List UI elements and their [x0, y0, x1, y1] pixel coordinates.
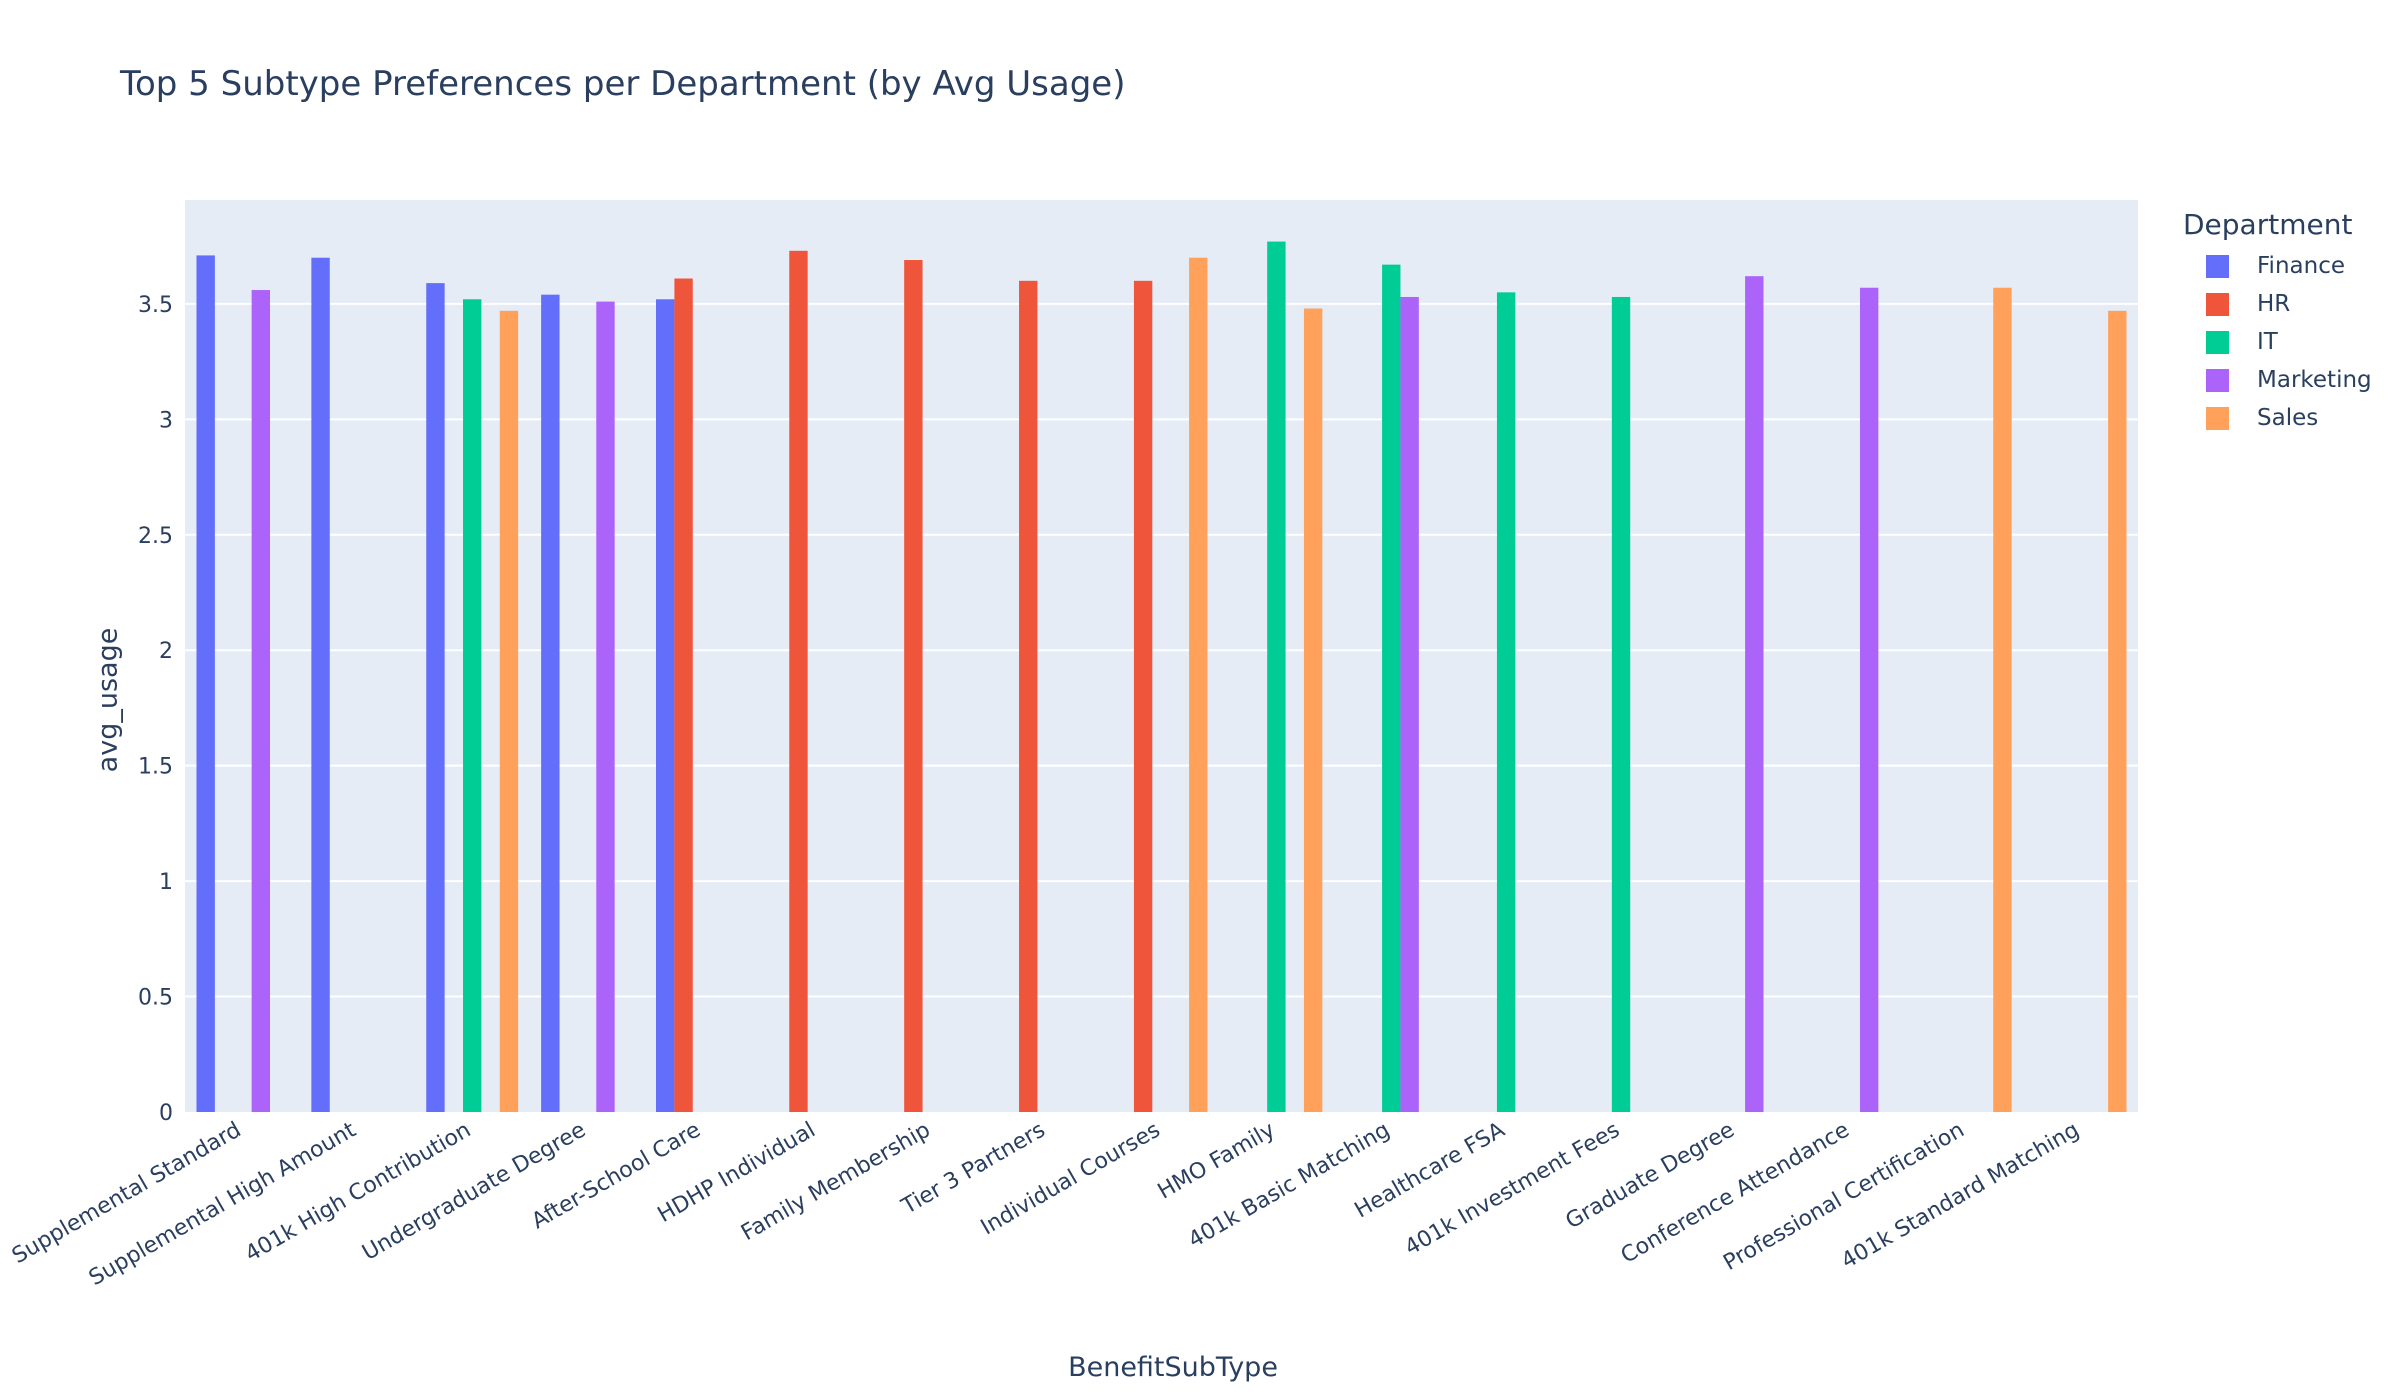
legend-item-hr[interactable]: HR: [2183, 285, 2372, 323]
bar-hr-5[interactable]: [789, 250, 808, 1113]
legend-label: Finance: [2257, 253, 2345, 279]
y-tick-label: 3.5: [138, 293, 173, 318]
bar-it-2[interactable]: [463, 299, 482, 1112]
bar-it-12[interactable]: [1611, 296, 1631, 1112]
bar-hr-7[interactable]: [1019, 280, 1038, 1112]
legend-title: Department: [2183, 208, 2353, 241]
legend: Department Finance HR IT Marketing Sales: [2183, 208, 2372, 437]
x-axis-title: BenefitSubType: [1068, 1352, 1278, 1383]
y-axis-title: avg_usage: [92, 627, 124, 773]
bar-finance-0[interactable]: [196, 255, 215, 1112]
y-tick-label: 2.5: [138, 524, 173, 549]
y-tick-label: 1: [159, 870, 173, 895]
x-tick-label: Family Membership: [737, 1118, 935, 1247]
legend-items: Finance HR IT Marketing Sales: [2183, 247, 2372, 437]
bar-sales-15[interactable]: [1993, 287, 2012, 1112]
x-tick-label: 401k Basic Matching: [1184, 1118, 1394, 1254]
bar-finance-1[interactable]: [311, 257, 330, 1112]
legend-swatch: [2206, 406, 2229, 430]
y-tick-labels: 0 0.5 1 1.5 2 2.5 3 3.5: [138, 293, 173, 1126]
bar-sales-8[interactable]: [1189, 257, 1208, 1112]
bar-marketing-0[interactable]: [251, 290, 271, 1113]
legend-swatch: [2206, 368, 2229, 392]
bar-finance-4[interactable]: [656, 299, 675, 1112]
bar-it-11[interactable]: [1496, 292, 1516, 1112]
legend-label: Sales: [2257, 405, 2319, 431]
bar-it-9[interactable]: [1267, 241, 1286, 1112]
bar-marketing-3[interactable]: [596, 301, 615, 1113]
y-tick-label: 1.5: [138, 755, 173, 780]
y-tick-label: 0: [159, 1101, 173, 1126]
bar-it-10[interactable]: [1382, 264, 1401, 1113]
bar-finance-2[interactable]: [426, 283, 445, 1112]
legend-swatch: [2206, 292, 2229, 316]
bar-hr-8[interactable]: [1133, 280, 1153, 1112]
legend-item-finance[interactable]: Finance: [2183, 247, 2372, 285]
legend-item-it[interactable]: IT: [2183, 323, 2372, 361]
bar-sales-2[interactable]: [499, 310, 519, 1112]
bar-marketing-10[interactable]: [1400, 296, 1419, 1112]
x-tick-label: 401k Investment Fees: [1401, 1118, 1624, 1261]
y-tick-label: 2: [159, 639, 173, 664]
legend-item-sales[interactable]: Sales: [2183, 399, 2372, 437]
chart-title: Top 5 Subtype Preferences per Department…: [120, 64, 1126, 104]
legend-swatch: [2206, 254, 2229, 278]
legend-label: IT: [2257, 329, 2278, 355]
y-tick-label: 3: [159, 408, 173, 433]
bar-sales-16[interactable]: [2108, 310, 2127, 1112]
legend-label: Marketing: [2257, 367, 2372, 393]
legend-swatch: [2206, 330, 2229, 354]
y-tick-label: 0.5: [138, 986, 173, 1011]
bar-marketing-14[interactable]: [1859, 287, 1879, 1112]
bar-marketing-13[interactable]: [1745, 276, 1764, 1113]
bar-sales-9[interactable]: [1303, 308, 1323, 1112]
legend-label: HR: [2257, 291, 2291, 317]
bar-hr-4[interactable]: [674, 278, 693, 1113]
bar-hr-6[interactable]: [904, 260, 923, 1112]
legend-item-marketing[interactable]: Marketing: [2183, 361, 2372, 399]
bar-finance-3[interactable]: [541, 294, 560, 1112]
bars: [196, 241, 2127, 1113]
